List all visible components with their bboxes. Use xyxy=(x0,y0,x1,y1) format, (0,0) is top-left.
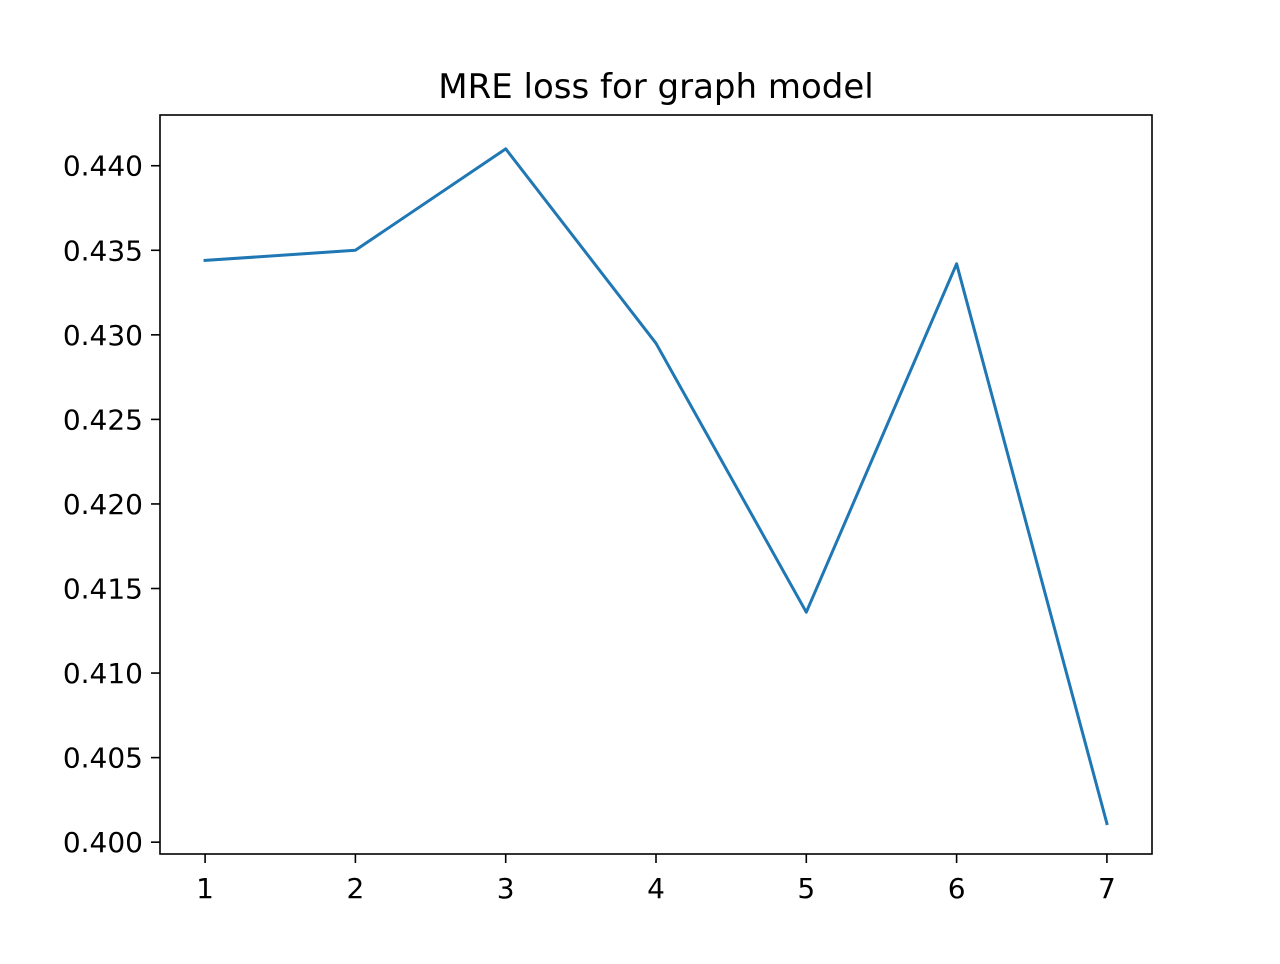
y-tick-label: 0.410 xyxy=(63,657,143,690)
y-tick-label: 0.430 xyxy=(63,319,143,352)
x-tick-label: 1 xyxy=(196,872,214,905)
x-tick-label: 6 xyxy=(948,872,966,905)
series-line-0 xyxy=(203,147,1109,826)
y-tick-label: 0.425 xyxy=(63,403,143,436)
x-tick-label: 2 xyxy=(346,872,364,905)
y-tick-label: 0.415 xyxy=(63,573,143,606)
y-tick-label: 0.435 xyxy=(63,234,143,267)
x-tick-label: 4 xyxy=(647,872,665,905)
axes: 1 2 3 4 5 6 7 0.400 0.405 0.410 0.415 0.420 0.425 0.4… xyxy=(63,114,1153,905)
y-tick-label: 0.420 xyxy=(63,488,143,521)
x-tick-label: 3 xyxy=(497,872,515,905)
plot-area xyxy=(203,147,1109,826)
x-tick-label: 7 xyxy=(1098,872,1116,905)
y-tick-label: 0.400 xyxy=(63,826,143,859)
x-tick-label: 5 xyxy=(797,872,815,905)
chart-title: MRE loss for graph model xyxy=(438,67,874,107)
y-tick-label: 0.405 xyxy=(63,742,143,775)
y-tick-label: 0.440 xyxy=(63,150,143,183)
